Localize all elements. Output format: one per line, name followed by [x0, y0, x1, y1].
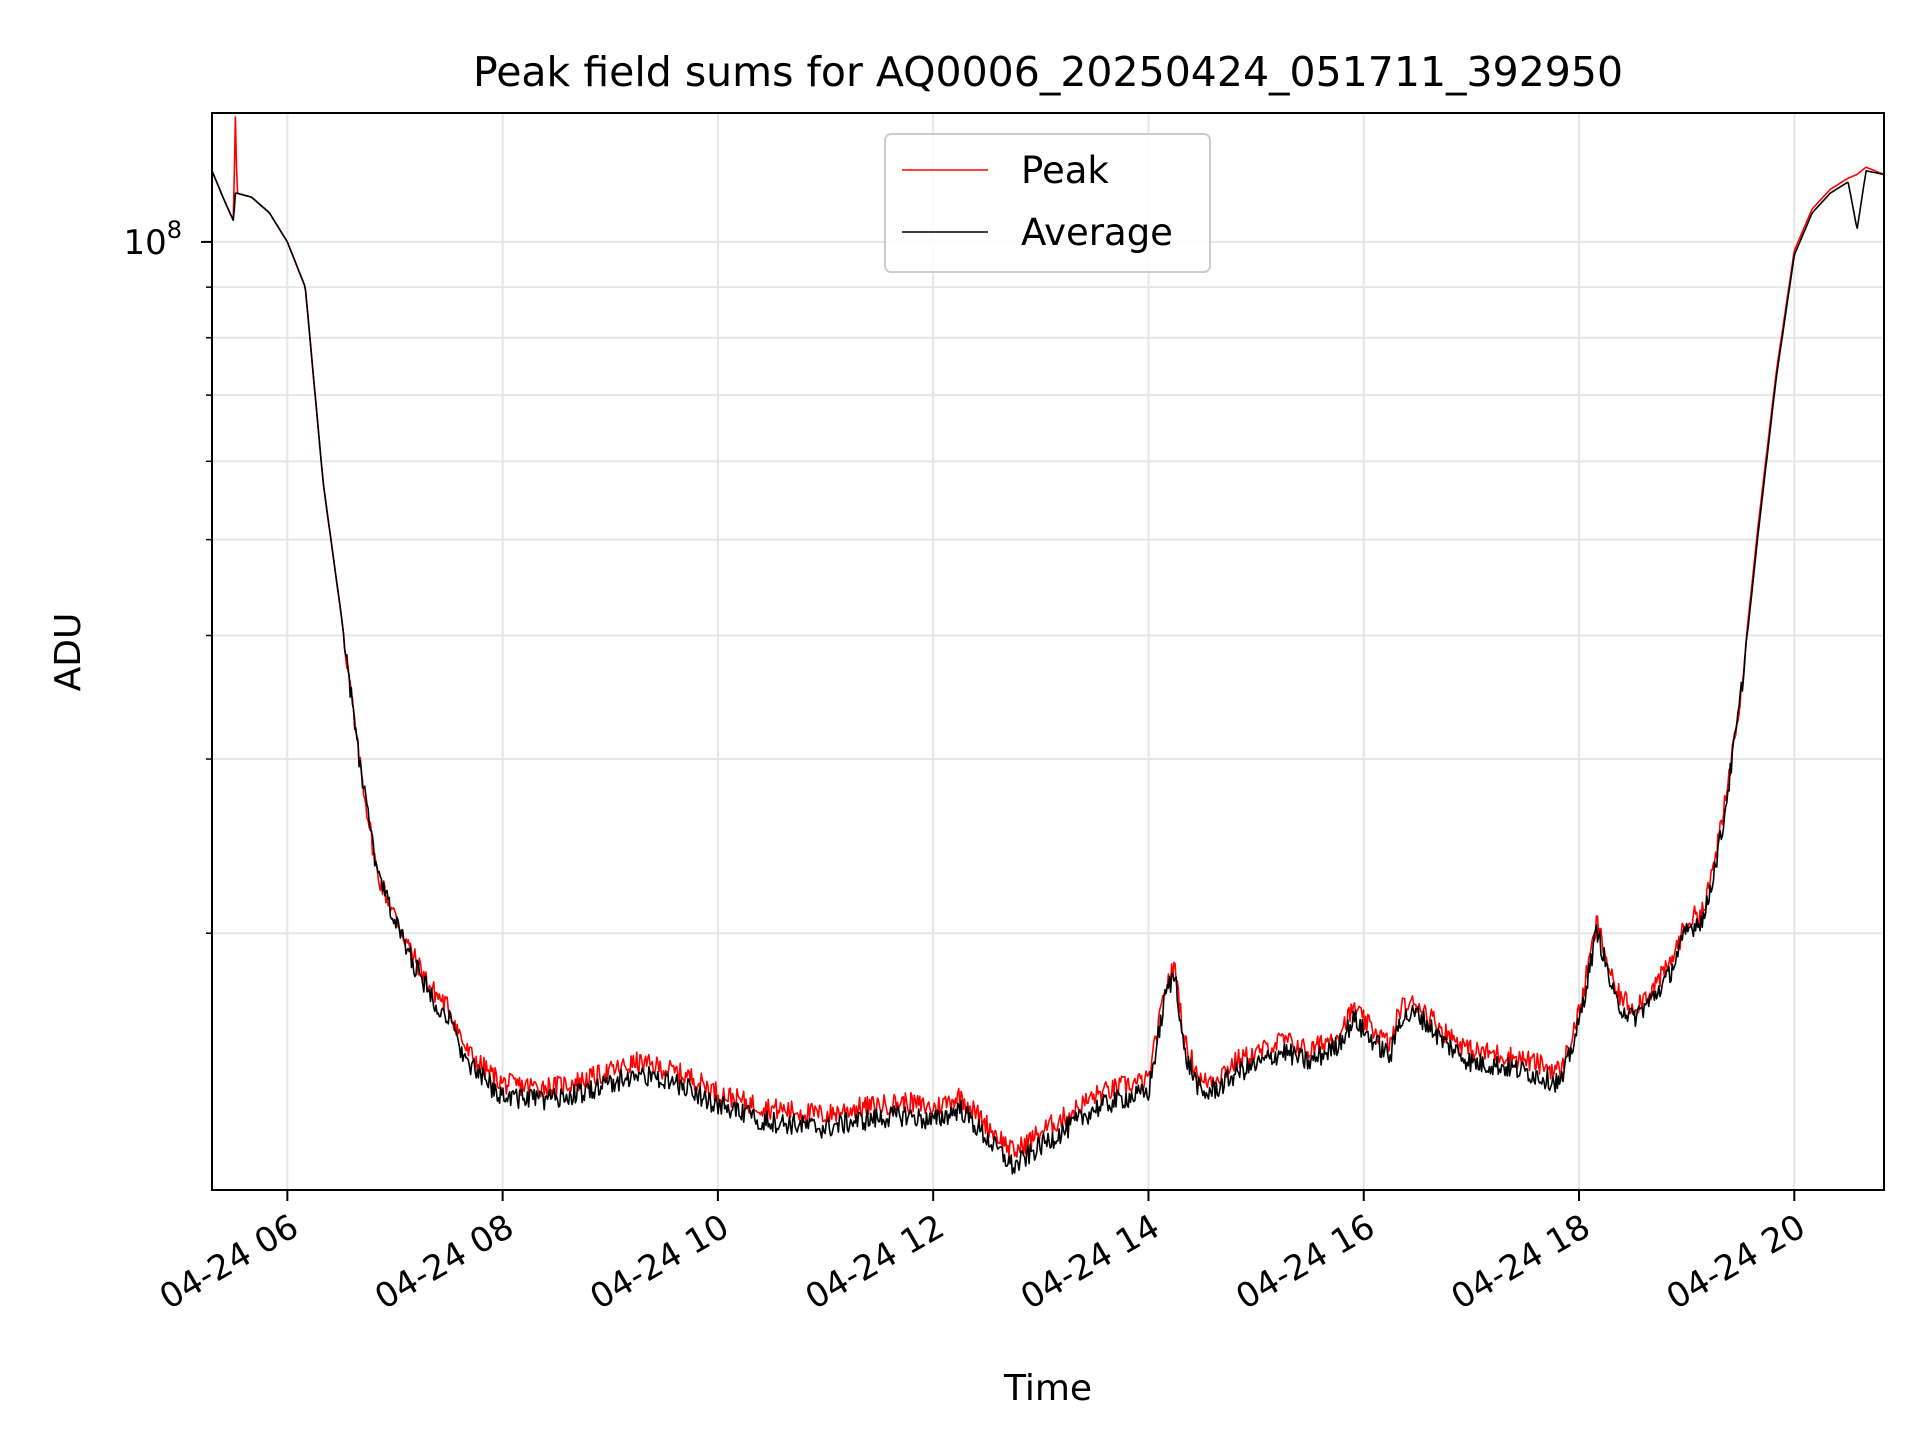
x-axis-ticks: 04-24 06 04-24 08 04-24 10 04-24 12 04-24 14… [153, 1190, 1812, 1318]
x-axis-label: Time [1003, 1368, 1092, 1409]
chart-title: Peak field sums for AQ0006_20250424_0517… [473, 48, 1623, 96]
legend: Peak Average [884, 133, 1211, 273]
x-tick-label: 04-24 10 [584, 1207, 736, 1318]
x-tick-label: 04-24 20 [1660, 1207, 1812, 1318]
y-tick-base: 10 [123, 223, 166, 263]
series-group [211, 116, 1885, 1175]
legend-box [884, 133, 1211, 273]
x-tick-label: 04-24 14 [1014, 1207, 1166, 1318]
x-tick-label: 04-24 12 [799, 1207, 951, 1318]
grid [212, 113, 1884, 1190]
x-tick-label: 04-24 08 [368, 1207, 520, 1318]
y-axis-label: ADU [48, 613, 89, 692]
x-tick-label: 04-24 16 [1229, 1207, 1381, 1318]
x-tick-label: 04-24 06 [153, 1207, 305, 1318]
plot-frame [211, 112, 1885, 1191]
x-tick-label: 04-24 18 [1445, 1207, 1597, 1318]
legend-label-average: Average [1021, 211, 1173, 254]
y-tick-exponent: 8 [167, 216, 182, 244]
series-line-average [211, 170, 1885, 1175]
legend-label-peak: Peak [1021, 149, 1109, 192]
y-axis-ticks: 108 [123, 216, 212, 934]
y-tick-label: 108 [123, 216, 182, 263]
